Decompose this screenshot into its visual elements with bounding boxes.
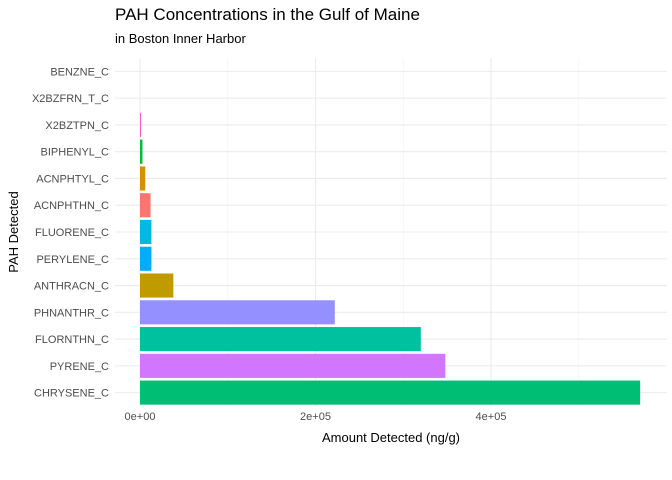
y-tick-label: X2BZFRN_T_C — [32, 93, 109, 105]
bar-flornthn-c — [140, 327, 421, 352]
x-tick-label: 0e+00 — [125, 411, 156, 423]
bar-perylene-c — [140, 246, 152, 271]
y-axis-title: PAH Detected — [6, 191, 21, 272]
x-tick-label: 4e+05 — [476, 411, 507, 423]
y-tick-label: PERYLENE_C — [36, 254, 109, 266]
y-tick-label: ANTHRACN_C — [34, 281, 109, 293]
y-tick-labels: BENZNE_C X2BZFRN_T_C X2BZTPN_C BIPHENYL_C AC… — [32, 66, 109, 399]
x-tick-label: 2e+05 — [300, 411, 331, 423]
bars — [140, 112, 641, 405]
y-tick-label: FLORNTHN_C — [35, 334, 109, 346]
bar-acnphthn-c — [140, 193, 151, 218]
bar-pyrene-c — [140, 353, 446, 378]
y-tick-label: FLUORENE_C — [35, 227, 109, 239]
bar-anthracn-c — [140, 273, 174, 298]
bar-biphenyl-c — [140, 139, 143, 164]
bar-fluorene-c — [140, 219, 152, 245]
bar-x2bztpn-c — [140, 112, 142, 137]
y-tick-label: BENZNE_C — [50, 66, 109, 78]
x-tick-labels: 0e+00 2e+05 4e+05 — [125, 411, 507, 423]
bar-acnphtyl-c — [140, 166, 146, 191]
chart-subtitle: in Boston Inner Harbor — [115, 31, 246, 46]
y-tick-label: PYRENE_C — [50, 361, 109, 373]
bar-chrysene-c — [140, 380, 641, 405]
y-tick-label: BIPHENYL_C — [41, 147, 110, 159]
y-tick-label: X2BZTPN_C — [45, 120, 109, 132]
y-tick-label: PHNANTHR_C — [34, 307, 109, 319]
y-tick-label: ACNPHTYL_C — [36, 173, 109, 185]
x-axis-title: Amount Detected (ng/g) — [322, 430, 460, 445]
y-tick-label: ACNPHTHN_C — [34, 200, 109, 212]
chart-title: PAH Concentrations in the Gulf of Maine — [115, 5, 420, 24]
y-tick-label: CHRYSENE_C — [34, 388, 109, 400]
bar-phnanthr-c — [140, 300, 335, 325]
